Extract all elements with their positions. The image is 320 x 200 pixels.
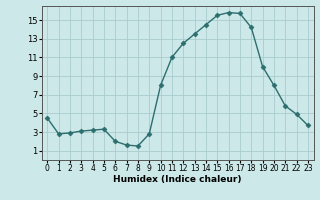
X-axis label: Humidex (Indice chaleur): Humidex (Indice chaleur) xyxy=(113,175,242,184)
